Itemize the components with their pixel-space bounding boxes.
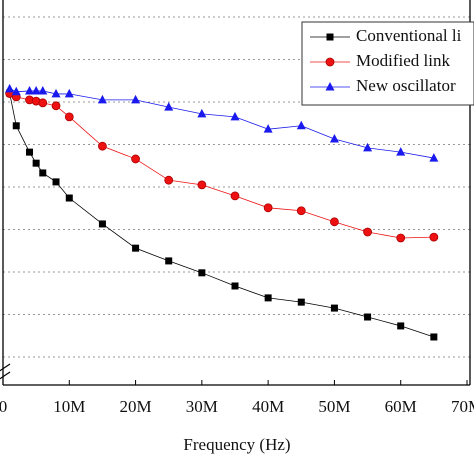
x-axis-label: Frequency (Hz) — [183, 435, 290, 454]
data-point — [11, 86, 21, 96]
data-point — [296, 120, 306, 130]
data-point — [51, 101, 61, 111]
data-point — [231, 282, 239, 290]
data-point — [396, 147, 406, 156]
data-point — [297, 298, 305, 306]
data-point — [263, 124, 273, 133]
data-point — [364, 313, 372, 321]
data-point — [131, 154, 140, 164]
legend-label: Conventional li — [356, 26, 462, 45]
data-point — [98, 220, 106, 228]
data-point — [38, 85, 48, 95]
x-tick-label: 40M — [252, 397, 284, 416]
data-point — [296, 206, 306, 216]
x-tick-label: 60M — [385, 397, 417, 416]
data-point — [164, 175, 174, 185]
data-point — [330, 304, 338, 312]
data-point — [51, 88, 61, 98]
data-point — [131, 94, 141, 104]
data-point — [132, 244, 140, 252]
series-line — [9, 92, 434, 338]
data-point — [396, 233, 406, 243]
legend-marker — [325, 82, 335, 91]
legend-label: New oscillator — [356, 76, 456, 95]
data-point — [397, 322, 405, 330]
x-tick-label: 30M — [186, 397, 218, 416]
data-point — [26, 148, 34, 156]
data-point — [31, 85, 41, 95]
data-point — [25, 85, 35, 95]
data-point — [38, 98, 48, 108]
data-point — [65, 194, 73, 202]
data-point — [164, 102, 174, 111]
data-point — [363, 142, 373, 152]
x-tick-label: 10M — [53, 397, 85, 416]
data-point — [230, 111, 240, 121]
data-point — [230, 191, 240, 201]
legend-marker — [325, 57, 335, 67]
data-point — [197, 180, 207, 190]
data-point — [64, 112, 74, 122]
x-tick-label: 50M — [318, 397, 350, 416]
data-point — [52, 178, 60, 186]
x-tick-label: 0 — [0, 397, 7, 416]
legend: Conventional li Modified link New oscillat… — [301, 21, 474, 106]
x-tick-label: 20M — [120, 397, 152, 416]
data-point — [64, 88, 74, 98]
axis-break — [0, 363, 11, 380]
data-point — [330, 217, 339, 227]
data-point — [363, 227, 372, 237]
data-point — [98, 141, 107, 151]
data-point — [97, 94, 107, 104]
data-point — [329, 133, 339, 143]
legend-label: Modified link — [356, 51, 450, 70]
x-tick-label: 70M — [451, 397, 474, 416]
data-point — [39, 169, 47, 177]
data-point — [198, 269, 206, 277]
data-point — [165, 257, 173, 265]
data-point — [197, 108, 207, 118]
data-point — [5, 83, 15, 93]
data-point — [429, 232, 439, 242]
data-point — [264, 294, 272, 302]
data-point — [32, 159, 40, 167]
data-point — [12, 122, 20, 130]
data-point — [430, 333, 438, 341]
data-point — [263, 203, 273, 213]
legend-marker — [326, 33, 334, 41]
data-point — [429, 153, 439, 162]
